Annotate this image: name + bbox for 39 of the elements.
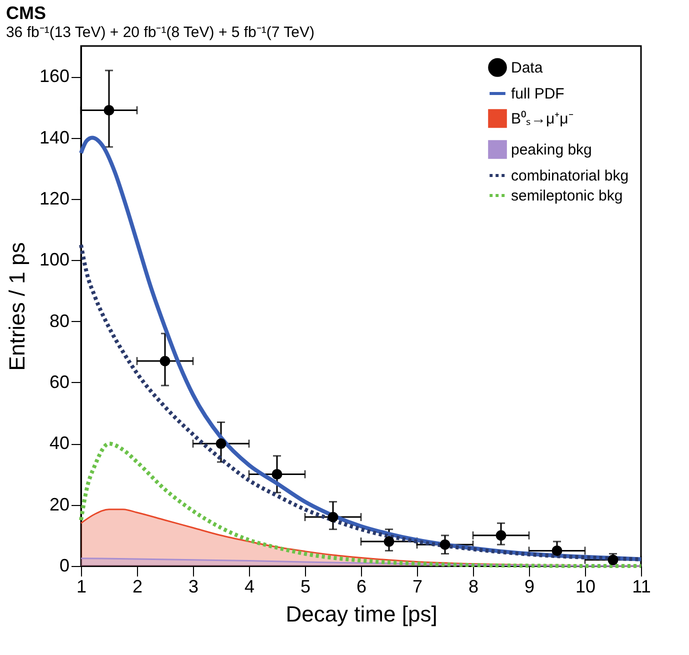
- legend-label: full PDF: [511, 86, 564, 102]
- point: [440, 539, 450, 550]
- point: [384, 536, 394, 547]
- legend-label: peaking bkg: [511, 142, 592, 158]
- x-tick-label: 7: [412, 576, 423, 596]
- y-tick-label: 60: [49, 372, 70, 392]
- point: [328, 512, 338, 522]
- y-tick-label: 20: [49, 494, 70, 514]
- y-tick-label: 40: [49, 433, 70, 454]
- y-tick-label: 160: [39, 66, 70, 86]
- x-axis-title: Decay time [ps]: [286, 602, 438, 626]
- y-tick-label: 120: [39, 188, 70, 208]
- y-tick-label: 80: [49, 310, 70, 331]
- x-tick-label: 10: [575, 576, 596, 596]
- legend-label: B⁰ₛ→μ⁺μ⁻: [511, 110, 574, 128]
- y-axis-title: Entries / 1 ps: [4, 242, 30, 371]
- point: [216, 438, 226, 449]
- x-tick-label: 3: [188, 576, 199, 596]
- x-tick-label: 6: [356, 576, 367, 596]
- x-tick-label: 8: [468, 576, 479, 596]
- point: [272, 469, 282, 480]
- x-tick-label: 4: [244, 576, 255, 596]
- point: [552, 545, 562, 556]
- point: [160, 356, 170, 366]
- point: [496, 530, 506, 541]
- chart-title: CMS: [6, 3, 46, 23]
- x-tick-label: 2: [132, 576, 143, 596]
- legend-label: semileptonic bkg: [511, 188, 623, 204]
- x-tick-label: 9: [524, 576, 535, 596]
- legend-label: Data: [511, 60, 544, 76]
- y-tick-label: 0: [59, 556, 70, 576]
- y-tick-label: 100: [39, 250, 70, 270]
- x-tick-label: 5: [300, 576, 311, 596]
- chart-subtitle: 36 fb⁻¹(13 TeV) + 20 fb⁻¹(8 TeV) + 5 fb⁻¹(7 TeV): [6, 24, 314, 41]
- point: [104, 105, 114, 116]
- legend-label: combinatorial bkg: [511, 168, 629, 184]
- x-tick-label: 11: [632, 576, 651, 596]
- y-tick-label: 140: [39, 127, 70, 148]
- x-tick-label: 1: [76, 576, 87, 596]
